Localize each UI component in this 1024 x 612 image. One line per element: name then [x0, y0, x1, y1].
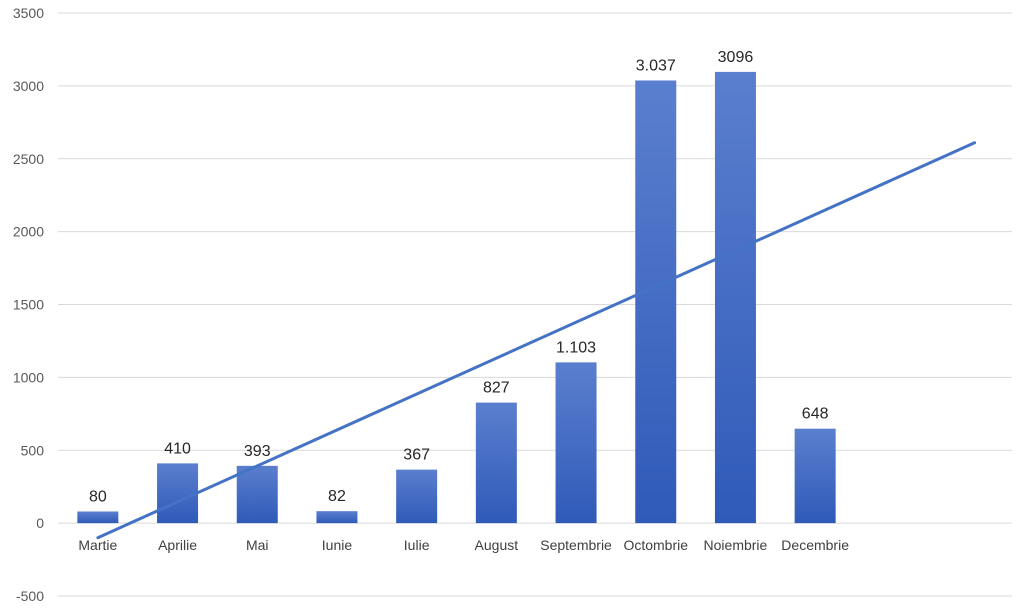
- bar: [714, 71, 756, 524]
- bar: [475, 402, 517, 524]
- data-label: 367: [403, 447, 430, 464]
- gridlines: [58, 12, 1012, 597]
- x-tick-label: August: [475, 537, 519, 553]
- trendline-layer: [96, 141, 977, 540]
- data-label: 80: [89, 488, 107, 505]
- y-tick-label: 2000: [13, 224, 44, 240]
- data-label: 827: [483, 380, 510, 397]
- data-label: 648: [802, 406, 829, 423]
- bar: [77, 511, 119, 524]
- bar: [316, 511, 358, 524]
- y-tick-label: 3000: [13, 78, 44, 94]
- y-tick-label: 2500: [13, 151, 44, 167]
- x-tick-label: Iunie: [322, 537, 353, 553]
- x-tick-label: Mai: [246, 537, 269, 553]
- bar: [157, 463, 199, 524]
- x-tick-label: Noiembrie: [704, 537, 768, 553]
- data-label: 82: [328, 488, 346, 505]
- bar: [555, 362, 597, 524]
- x-tick-label: Aprilie: [158, 537, 197, 553]
- x-tick-label: Iulie: [404, 537, 430, 553]
- x-tick-label: Decembrie: [781, 537, 849, 553]
- data-labels: 80 410 393 82 367 827 1.103 3.037 3096 648: [89, 49, 829, 506]
- y-axis: -500 0 500 1000 1500 2000 2500 3000 3500: [13, 5, 44, 604]
- y-tick-label: -500: [16, 588, 44, 604]
- x-tick-label: Martie: [78, 537, 117, 553]
- bar: [794, 428, 836, 524]
- data-label: 393: [244, 443, 271, 460]
- y-tick-label: 0: [36, 515, 44, 531]
- data-label: 3096: [718, 49, 754, 66]
- x-tick-label: Septembrie: [540, 537, 612, 553]
- x-axis: Martie Aprilie Mai Iunie Iulie August Septembr…: [78, 537, 849, 553]
- y-tick-label: 1000: [13, 369, 44, 385]
- y-tick-label: 500: [21, 442, 45, 458]
- bar: [635, 80, 677, 524]
- bar: [396, 469, 438, 524]
- y-tick-label: 3500: [13, 5, 44, 21]
- data-label: 1.103: [556, 339, 596, 356]
- x-tick-label: Octombrie: [623, 537, 688, 553]
- bars: [77, 71, 836, 524]
- y-tick-label: 1500: [13, 297, 44, 313]
- data-label: 3.037: [636, 57, 676, 74]
- data-label: 410: [164, 440, 191, 457]
- trendline: [96, 141, 977, 540]
- bar: [236, 465, 278, 524]
